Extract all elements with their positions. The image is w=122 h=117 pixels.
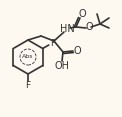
- Text: O: O: [78, 9, 86, 19]
- Text: HN: HN: [60, 24, 75, 34]
- Text: O: O: [85, 22, 93, 32]
- Text: F: F: [50, 40, 55, 49]
- Text: OH: OH: [55, 61, 70, 71]
- Text: F: F: [25, 80, 31, 90]
- Text: Abs: Abs: [22, 55, 34, 60]
- Text: O: O: [73, 46, 81, 56]
